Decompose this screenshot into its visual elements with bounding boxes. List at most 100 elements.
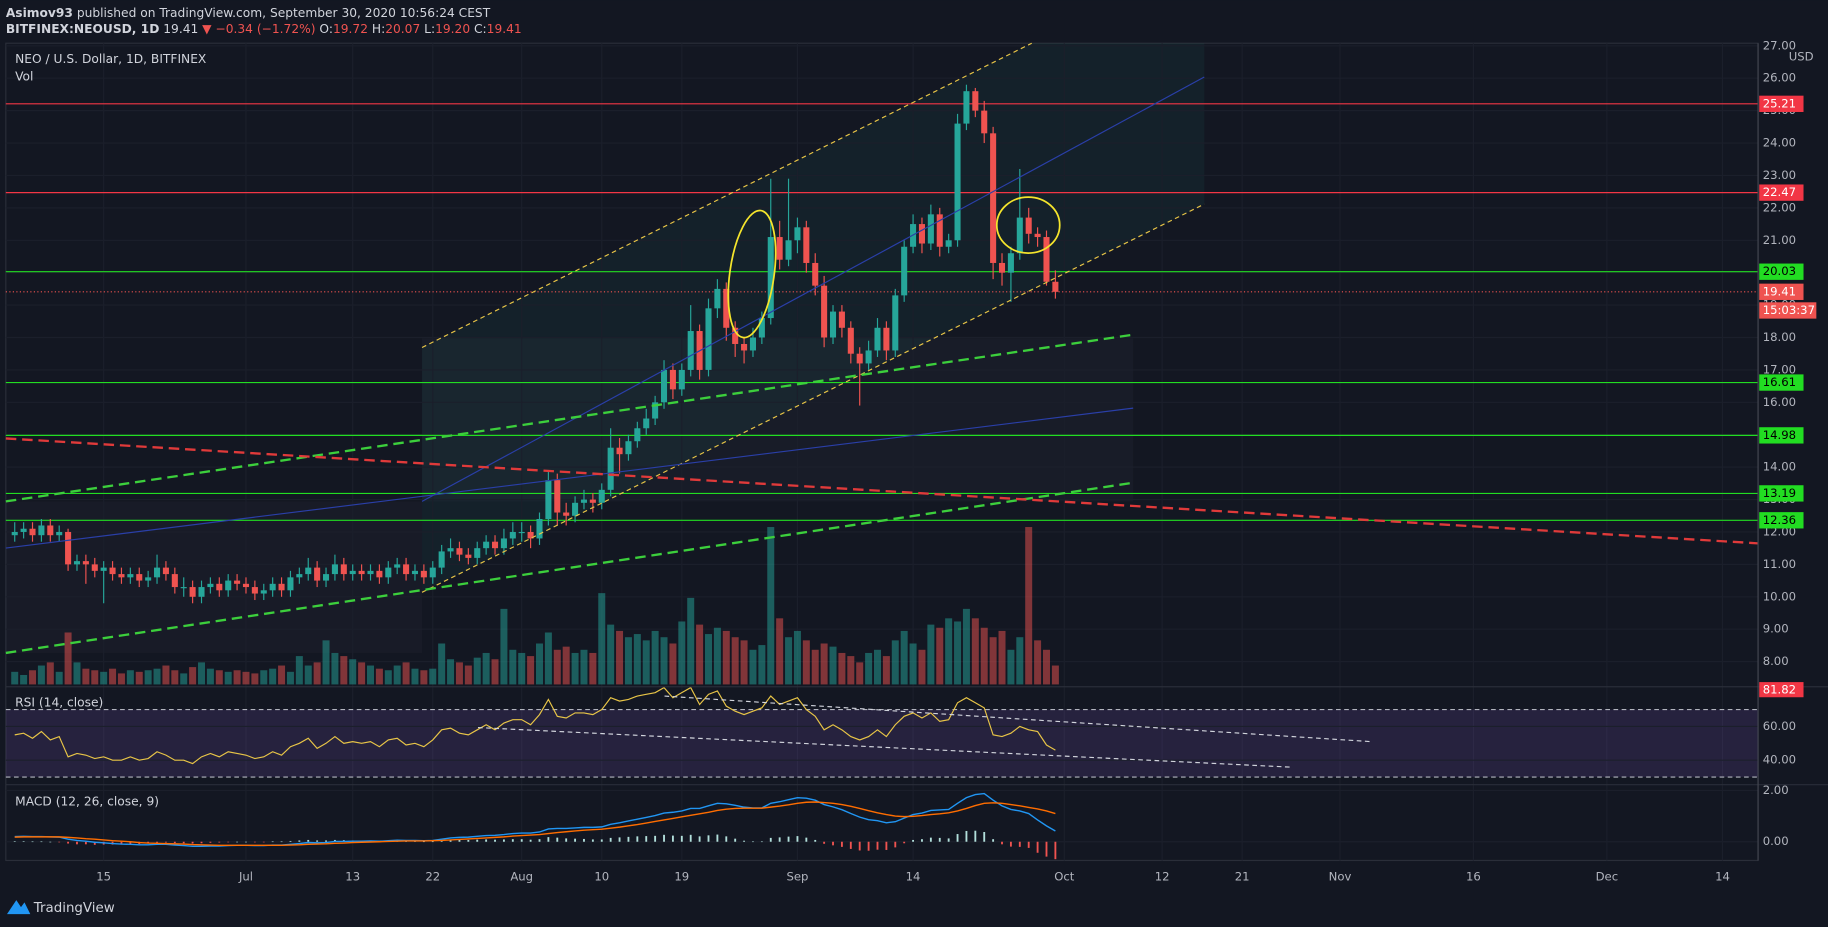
y-tick-label: 17.00 [1763,362,1796,376]
macd-histogram-bar [600,839,603,842]
macd-histogram-bar [627,836,630,842]
macd-line [14,792,1056,848]
candle-body [580,499,588,503]
macd-histogram-bar [511,839,514,842]
x-tick-label: Oct [1054,869,1075,883]
macd-histogram-bar [591,839,594,842]
volume-bar [749,649,757,685]
channel-fill [422,43,1205,593]
candle-body [456,548,463,555]
macd-histogram-bar [245,841,247,843]
volume-bar [313,662,321,685]
volume-bar [998,630,1006,685]
volume-bar [358,662,366,685]
candle-body [509,531,516,539]
volume-bar [55,671,63,685]
macd-histogram-bar [164,841,167,843]
macd-histogram-bar [467,839,470,842]
volume-bar [1051,665,1059,685]
macd-histogram-bar [227,841,230,843]
candle-body [589,499,596,503]
candle-body [572,502,579,516]
level-tag [1759,512,1804,529]
candle-body [874,327,881,351]
volume-bar [367,665,375,685]
macd-histogram-bar [431,841,434,843]
volume-bar [865,652,873,685]
y-tick-label: 23.00 [1763,168,1796,182]
volume-bar [847,656,855,685]
candle-body [1025,217,1032,234]
author: Asimov93 [6,5,73,19]
last-price-tag [1759,283,1804,300]
y-tick-label: 2.00 [1763,783,1789,797]
close-label: C: [474,22,487,36]
y-tick-label: 14.00 [1763,460,1796,474]
countdown: 15:03:37 [1763,303,1815,317]
macd-histogram-bar [422,841,425,843]
level-label: 25.21 [1763,96,1796,110]
rsi-trend-lower [477,726,1292,768]
candle-body [394,564,401,568]
volume-bar [1025,527,1033,685]
volume-bar [678,621,686,685]
x-tick-label: Dec [1596,869,1619,883]
candle-body [331,564,338,575]
under-layer [5,43,1759,861]
macd-histogram-bar [1009,841,1012,847]
volume-bar [633,634,641,685]
macd-histogram-bar [912,839,915,842]
macd-histogram-bar [760,841,763,843]
macd-histogram-bar [805,837,808,842]
volume-bar [126,670,134,685]
candle-body [598,489,605,503]
macd-histogram-bar [129,841,132,845]
macd-histogram-bar [76,841,78,845]
macd-histogram-bar [494,839,496,842]
channel-mid [421,76,1205,502]
x-tick-label: Sep [786,869,808,883]
volume-bar [891,640,899,685]
candle-body [1007,253,1014,273]
volume-bar [500,608,508,685]
level-tag [1759,263,1804,280]
macd-histogram-bar [645,836,648,842]
x-tick-label: 12 [1155,869,1170,883]
volume-bar [411,668,419,685]
macd-histogram-bar [867,841,870,851]
y-tick-label: 22.00 [1763,200,1796,214]
volume-bar [954,621,962,685]
open: 19.72 [333,22,368,36]
macd-histogram-bar [885,841,888,850]
candle-body [838,311,845,328]
volume-bar [11,671,19,685]
candle-body [1034,233,1041,238]
volume-bar [100,671,108,685]
volume-bar [286,671,294,685]
candle-body [892,295,899,351]
candle-body [429,567,436,578]
chart-title: NEO / U.S. Dollar, 1D, BITFINEX [15,52,206,66]
candle-body [990,133,997,263]
marks-layer [5,84,1759,860]
level-label: 16.61 [1763,375,1796,389]
candle-body [56,531,63,536]
volume-bar [20,674,28,685]
volume-bar [580,649,588,685]
volume-bar [482,652,490,685]
macd-histogram-bar [583,838,585,842]
macd-histogram-bar [40,841,43,843]
volume-bar [767,527,775,685]
macd-histogram-bar [93,841,96,845]
macd-histogram-bar [778,837,781,842]
volume-bar [642,640,650,685]
candle-body [847,327,854,354]
volume-bar [945,618,953,685]
candle-body [234,580,241,584]
volume-bar [589,652,597,685]
macd-histogram-bar [974,830,977,842]
candle-body [545,480,552,520]
macd-histogram-bar [849,841,852,849]
last-price-label: 19.41 [1763,284,1796,298]
